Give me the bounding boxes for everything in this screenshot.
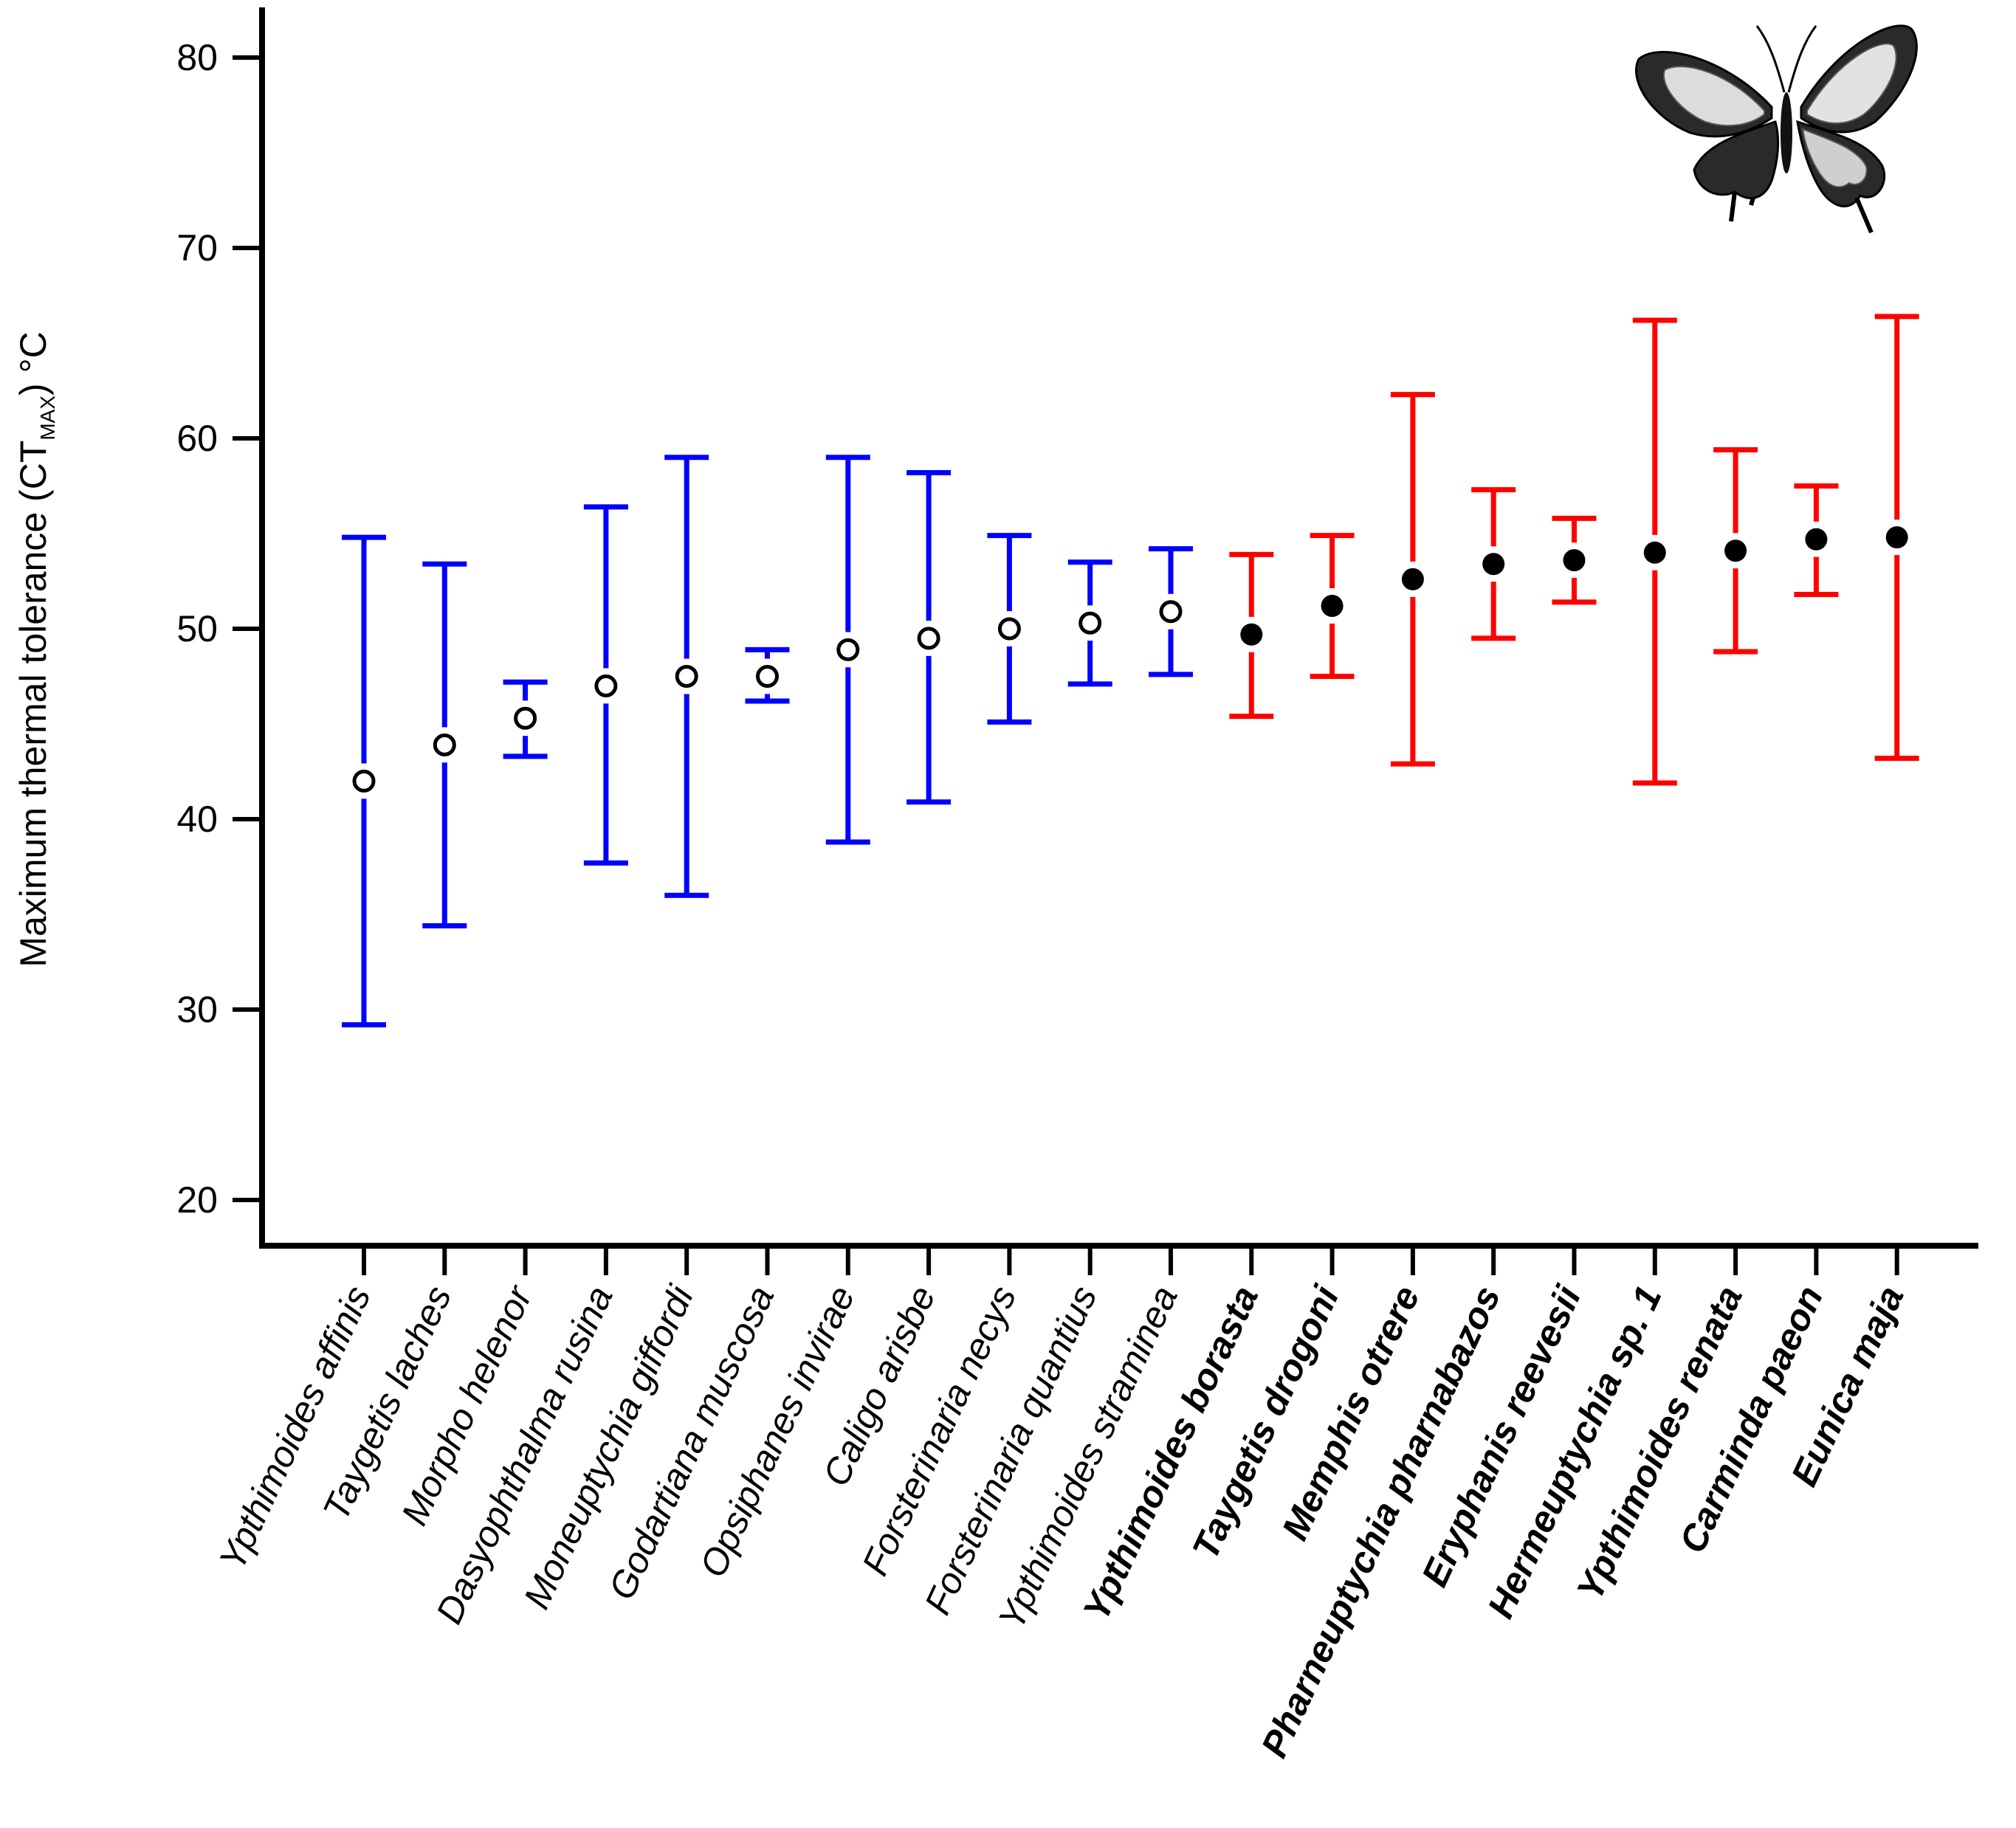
point-caligo-arisbe [917,627,940,650]
point-ypthimoides-affinis [352,769,376,793]
point-dasyophthalma-rusina [594,674,618,697]
y-tick-label-30: 30 [176,989,218,1030]
point-taygetis-drogoni [1321,595,1344,618]
y-axis-label-suffix: ) °C [13,331,54,396]
y-tick-label-40: 40 [176,799,218,840]
point-eunica-maja [1885,526,1908,549]
y-tick-label-20: 20 [176,1179,218,1221]
butterfly-tails [1729,191,1874,234]
point-opsiphanes-invirae [836,638,860,661]
point-ypthimoides-straminea [1159,600,1183,624]
butterfly-upper-right-wing-inner [1806,43,1897,124]
point-forsterinaria-quantius [1078,611,1102,635]
point-hermeuptychia-sp-1 [1643,541,1666,564]
point-taygetis-laches [433,733,456,756]
point-morpho-helenor [514,706,537,730]
butterfly-icon [1635,24,1918,234]
marks-layer [342,314,1919,1028]
butterfly-lower-right-wing-inner [1801,128,1868,188]
y-tick-label-50: 50 [176,608,218,649]
butterfly-antennae [1755,25,1817,93]
point-ypthimoides-renata [1724,539,1747,562]
point-carminda-paeon [1805,528,1828,551]
y-axis-label-subscript: MAX [36,396,59,441]
y-tick-label-80: 80 [176,37,218,78]
point-pharneuptychia-pharnabazos [1482,553,1505,576]
point-ypthimoides-borasta [1240,623,1263,646]
axes-layer: 20 30 40 50 60 70 80 [176,7,1978,1275]
point-godartiana-muscosa [756,665,779,688]
point-forsterinaria-necys [997,617,1021,641]
y-axis-label: Maximum thermal tolerance (CTMAX) °C [13,331,59,967]
point-moneuptychia-giffordi [675,665,698,688]
butterfly-upper-left-wing-inner [1662,66,1765,127]
butterfly-body [1781,92,1792,173]
y-tick-label-60: 60 [176,418,218,459]
y-axis-label-main: Maximum thermal tolerance (CT [13,441,54,968]
point-eryphanis-reevesii [1563,549,1586,572]
point-memphis-otrere [1401,568,1424,590]
y-tick-label-70: 70 [176,227,218,269]
